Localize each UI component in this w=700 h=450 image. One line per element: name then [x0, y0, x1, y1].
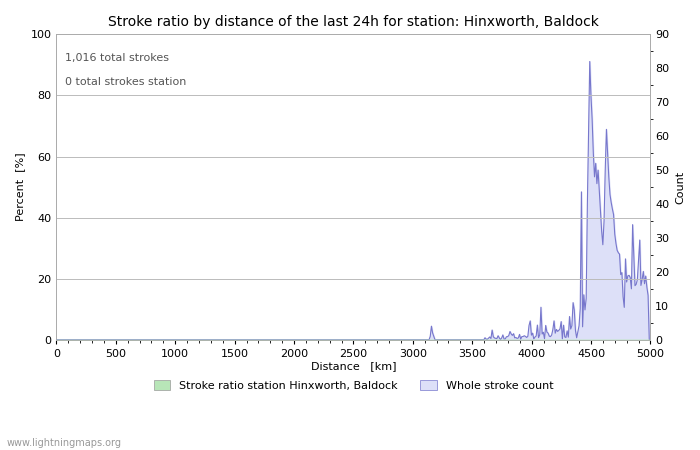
Title: Stroke ratio by distance of the last 24h for station: Hinxworth, Baldock: Stroke ratio by distance of the last 24h… [108, 15, 599, 29]
Y-axis label: Percent  [%]: Percent [%] [15, 153, 25, 221]
Legend: Stroke ratio station Hinxworth, Baldock, Whole stroke count: Stroke ratio station Hinxworth, Baldock,… [149, 376, 558, 395]
Y-axis label: Count: Count [675, 171, 685, 203]
Text: www.lightningmaps.org: www.lightningmaps.org [7, 438, 122, 448]
X-axis label: Distance   [km]: Distance [km] [311, 361, 396, 372]
Text: 1,016 total strokes: 1,016 total strokes [65, 53, 169, 63]
Text: 0 total strokes station: 0 total strokes station [65, 77, 187, 87]
